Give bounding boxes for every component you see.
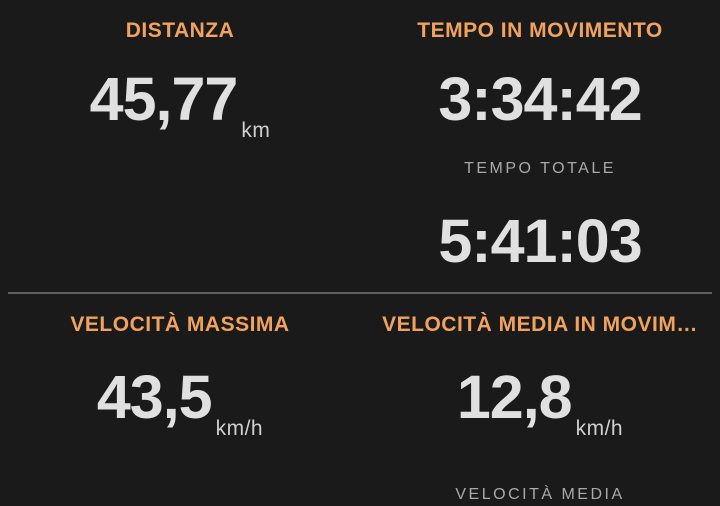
max-speed-label: VELOCITÀ MASSIMA: [70, 313, 290, 336]
avg-moving-speed-number: 12,8: [456, 363, 573, 431]
avg-moving-speed-label: VELOCITÀ MEDIA IN MOVIM…: [382, 313, 698, 336]
stat-avg-speed-group: VELOCITÀ MEDIA IN MOVIM… 12,8 km/h VELOCI…: [360, 294, 720, 504]
avg-moving-speed-value: 12,8 km/h: [360, 367, 720, 454]
max-speed-number: 43,5: [96, 363, 213, 431]
stat-distance: DISTANZA 45,77 km: [0, 0, 360, 266]
stat-time-group: TEMPO IN MOVIMENTO 3:34:42 TEMPO TOTALE …: [360, 0, 720, 272]
avg-moving-speed-unit: km/h: [575, 417, 624, 440]
max-speed-unit: km/h: [215, 417, 264, 440]
moving-time-label: TEMPO IN MOVIMENTO: [417, 19, 663, 42]
total-time-number: 5:41:03: [438, 207, 642, 275]
distance-value: 45,77 km: [0, 69, 360, 156]
moving-time-number: 3:34:42: [438, 65, 642, 133]
moving-time-value: 3:34:42: [360, 69, 720, 130]
distance-label: DISTANZA: [125, 19, 235, 42]
distance-unit: km: [241, 119, 271, 142]
stat-max-speed: VELOCITÀ MASSIMA 43,5 km/h: [0, 294, 360, 504]
section-divider: [8, 292, 712, 294]
total-time-label: TEMPO TOTALE: [464, 160, 616, 177]
stats-top-row: DISTANZA 45,77 km TEMPO IN MOVIMENTO 3:34…: [0, 0, 720, 272]
avg-speed-label: VELOCITÀ MEDIA: [455, 486, 625, 503]
max-speed-value: 43,5 km/h: [0, 367, 360, 454]
stats-bottom-row: VELOCITÀ MASSIMA 43,5 km/h VELOCITÀ MEDIA…: [0, 294, 720, 504]
distance-number: 45,77: [89, 65, 239, 133]
total-time-value: 5:41:03: [360, 211, 720, 272]
